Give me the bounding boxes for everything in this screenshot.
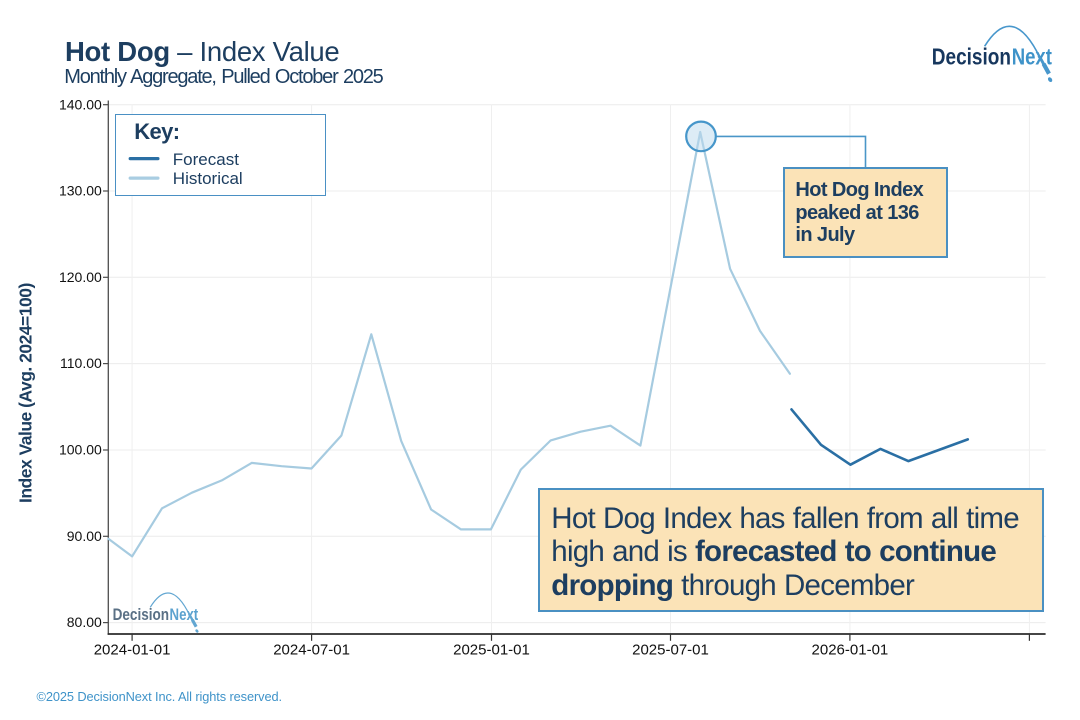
svg-text:Decision: Decision [113,606,169,624]
svg-text:2025-01-01: 2025-01-01 [453,642,530,659]
svg-text:2025-07-01: 2025-07-01 [632,642,709,659]
svg-text:140.00: 140.00 [59,96,102,112]
svg-text:130.00: 130.00 [59,183,102,199]
svg-text:2024-07-01: 2024-07-01 [273,642,350,659]
svg-text:120.00: 120.00 [59,269,102,285]
svg-text:Decision: Decision [932,43,1011,69]
svg-text:100.00: 100.00 [59,442,102,458]
svg-text:Index Value (Avg. 2024=100): Index Value (Avg. 2024=100) [16,283,36,503]
svg-text:80.00: 80.00 [67,614,102,630]
svg-text:110.00: 110.00 [60,355,102,371]
svg-text:2026-01-01: 2026-01-01 [812,642,889,659]
svg-text:2024-01-01: 2024-01-01 [94,642,171,659]
svg-text:90.00: 90.00 [67,528,102,544]
